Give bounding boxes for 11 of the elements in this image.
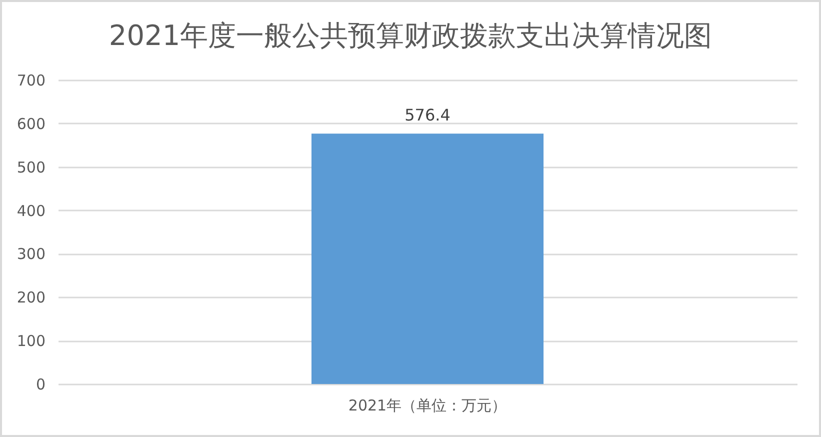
chart-title: 2021年度一般公共预算财政拨款支出决算情况图 [108,19,712,52]
y-tick-label: 500 [16,158,46,176]
y-tick-label: 300 [16,245,46,264]
x-tick-label: 2021年（单位：万元） [348,396,507,414]
y-tick-label: 600 [16,114,46,133]
data-label: 576.4 [404,106,450,125]
y-tick-label: 200 [16,288,46,307]
y-tick-label: 100 [16,332,46,350]
y-tick-label: 400 [16,202,46,220]
y-tick-label: 0 [36,376,46,394]
y-tick-label: 700 [16,72,46,90]
